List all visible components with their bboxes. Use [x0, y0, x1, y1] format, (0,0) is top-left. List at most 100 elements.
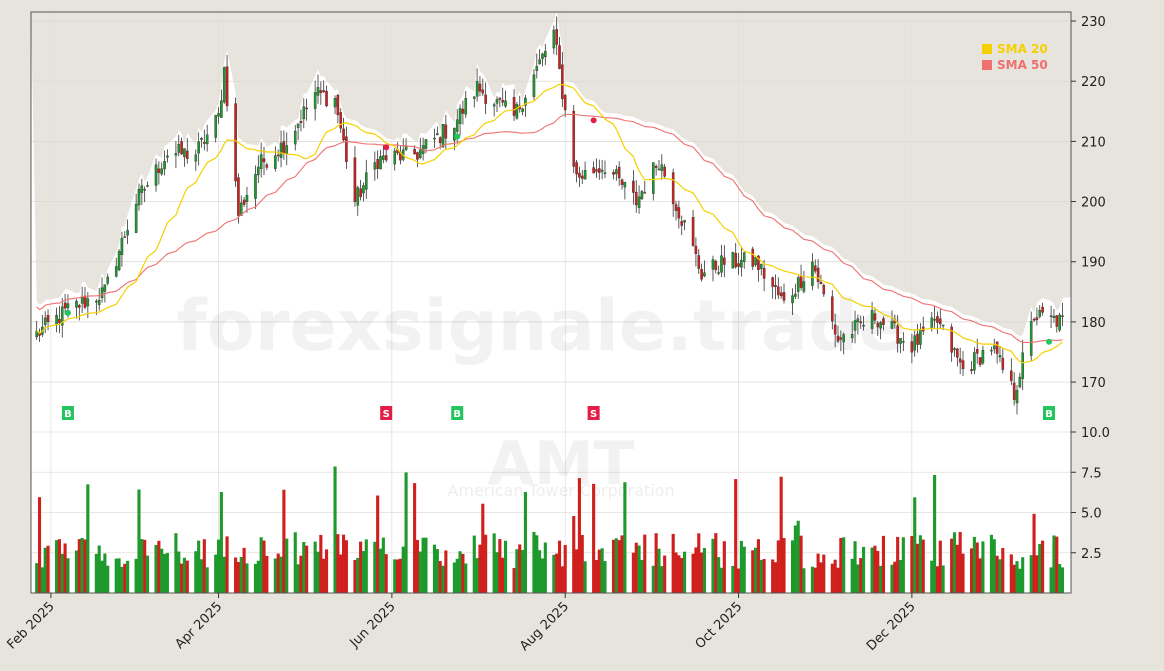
candle-body	[819, 282, 823, 285]
candle-body	[654, 165, 658, 168]
volume-bar	[603, 561, 607, 593]
candle	[896, 315, 899, 353]
candle	[313, 80, 317, 121]
signal-label: B	[1045, 409, 1053, 420]
volume-bar	[1015, 561, 1019, 593]
volume-bar	[1052, 535, 1056, 593]
candle-body	[302, 106, 306, 120]
candle-body	[237, 177, 240, 216]
volume-bar	[165, 552, 169, 593]
volume-bar	[853, 541, 857, 593]
volume-bar	[717, 557, 721, 593]
volume-bar	[793, 525, 797, 593]
volume-bar	[1032, 513, 1036, 593]
volume-bar	[305, 545, 309, 593]
volume-bar	[975, 542, 979, 593]
candle	[120, 231, 124, 267]
volume-tick-label: 7.5	[1081, 466, 1102, 481]
candle	[603, 160, 607, 179]
candle	[242, 196, 246, 207]
candle-body	[953, 348, 956, 351]
volume-bar	[234, 557, 238, 593]
candle-body	[424, 139, 428, 149]
volume-bar	[1060, 567, 1065, 593]
candle	[75, 298, 78, 319]
candle-body	[197, 141, 200, 154]
volume-bars	[35, 466, 1065, 593]
candle-body	[794, 293, 797, 297]
candle	[873, 308, 877, 325]
volume-bar	[754, 547, 758, 593]
candle-body	[978, 357, 982, 365]
candle-body	[416, 152, 419, 160]
candle-body	[600, 169, 604, 172]
candle	[1049, 305, 1053, 329]
volume-bar	[299, 555, 303, 593]
candle-body	[1029, 321, 1033, 356]
volume-bar	[60, 553, 64, 593]
candle-body	[580, 175, 584, 179]
volume-bar	[103, 553, 107, 593]
candle-body	[731, 252, 735, 269]
candle	[680, 215, 684, 236]
candle	[495, 96, 499, 113]
candle-body	[359, 188, 362, 197]
volume-bar	[776, 540, 780, 593]
buy-dot	[1046, 338, 1052, 345]
volume-bar	[256, 560, 260, 593]
candle	[160, 162, 164, 176]
volume-bar	[992, 539, 996, 593]
volume-bar	[813, 567, 817, 593]
candle-body	[106, 276, 110, 284]
candle-body	[166, 155, 169, 158]
volume-bar	[123, 563, 127, 593]
volume-bar	[415, 540, 420, 593]
volume-bar	[1009, 554, 1013, 593]
candle-body	[384, 155, 388, 161]
candle-body	[336, 95, 340, 116]
candle	[694, 237, 698, 267]
candle-body	[66, 303, 70, 309]
candle-body	[103, 284, 107, 292]
candle-body	[512, 97, 516, 116]
candle-body	[265, 164, 269, 168]
candle-body	[535, 66, 539, 71]
price-tick-label: 230	[1081, 15, 1106, 30]
signal-label: S	[590, 409, 597, 420]
candle-body	[598, 168, 601, 173]
candle-body	[998, 355, 1002, 358]
candle-body	[259, 154, 263, 170]
candle-body	[694, 245, 698, 255]
candle-body	[779, 292, 783, 297]
candle-body	[433, 137, 436, 140]
volume-bar	[836, 567, 840, 593]
candle	[723, 245, 726, 278]
volume-bar	[441, 565, 445, 593]
volume-bar	[512, 568, 516, 593]
volume-bar	[952, 532, 957, 593]
candle-body	[896, 325, 899, 344]
candle	[558, 37, 561, 70]
volume-bar	[819, 562, 823, 593]
sma-50-line	[36, 113, 1063, 343]
candle	[305, 98, 308, 121]
volume-bar	[575, 549, 579, 593]
candle-body	[379, 156, 382, 170]
volume-bar	[57, 539, 61, 593]
candle-body	[833, 324, 837, 335]
candle	[1038, 305, 1042, 319]
candle-body	[640, 191, 644, 200]
candle	[100, 277, 104, 303]
candle	[1015, 385, 1019, 415]
volume-bar	[279, 556, 283, 593]
candle-body	[225, 66, 229, 107]
candle-body	[504, 100, 507, 107]
candle	[461, 100, 465, 125]
candle-body	[637, 196, 641, 208]
volume-bar	[563, 544, 567, 593]
candle-body	[262, 158, 266, 163]
candle-body	[293, 130, 297, 145]
volume-bar	[197, 540, 201, 593]
volume-bar	[265, 555, 269, 593]
volume-bar	[816, 553, 820, 593]
